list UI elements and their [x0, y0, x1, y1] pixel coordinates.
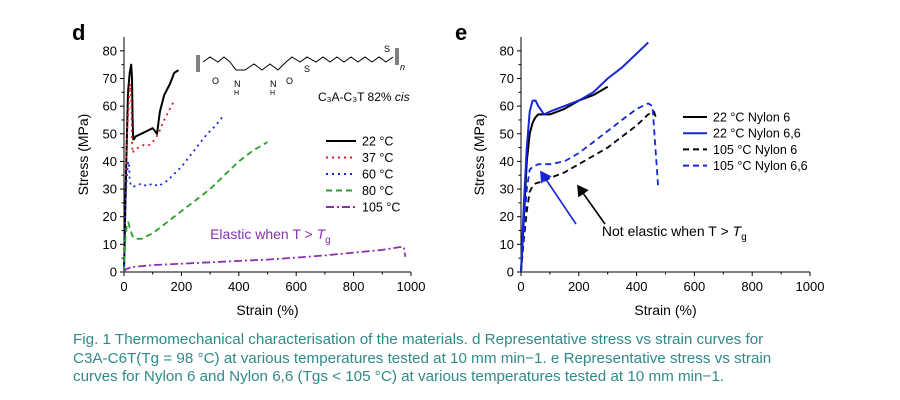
series-line-2 — [123, 83, 175, 273]
x-tick-label: 800 — [741, 279, 763, 294]
series-line-5 — [123, 246, 407, 273]
y-tick-label: 20 — [103, 209, 117, 224]
y-tick-label: 50 — [500, 126, 514, 141]
caption-line: C3A-C6T(Tg = 98 °C) at various temperatu… — [73, 349, 772, 367]
y-tick-label: 50 — [103, 126, 117, 141]
x-tick-label: 0 — [120, 279, 127, 294]
x-tick-label: 600 — [285, 279, 307, 294]
x-tick-label: 400 — [626, 279, 648, 294]
x-axis-title: Strain (%) — [634, 302, 696, 318]
black-arrow — [577, 184, 606, 225]
caption-line: Fig. 1 Thermomechanical characterisation… — [73, 331, 764, 348]
legend: 22 °C 37 °C 60 °C 80 °C 105 °C — [326, 135, 400, 215]
x-tick-label: 200 — [568, 279, 590, 294]
legend-label: 22 °C Nylon 6,6 — [713, 127, 801, 141]
legend-label: 105 °C — [362, 201, 400, 215]
y-axis-title: Stress (MPa) — [471, 114, 487, 196]
y-tick-label: 0 — [507, 265, 514, 280]
annotation-text: Not elastic when T > Tg — [602, 223, 747, 243]
x-tick-label: 1000 — [397, 279, 426, 294]
series-line-4 — [123, 141, 268, 273]
y-tick-label: 30 — [103, 182, 117, 197]
y-tick-label: 40 — [103, 154, 117, 169]
legend-label: 105 °C Nylon 6 — [713, 143, 797, 157]
structure-bracket — [196, 55, 200, 72]
y-tick-label: 10 — [103, 237, 117, 252]
legend-label: 22 °C Nylon 6 — [713, 111, 790, 125]
series-line-3 — [123, 113, 226, 273]
y-tick-label: 60 — [500, 99, 514, 114]
structure-atom: n — [400, 62, 405, 72]
y-tick-label: 10 — [500, 237, 514, 252]
chart-panel-e: e 0 200 400 600 800 1000 0 10 20 30 40 50 60 70 80 Strai… — [455, 20, 824, 318]
x-tick-label: 800 — [343, 279, 365, 294]
panel-letter: d — [72, 20, 85, 45]
figure: d0 200 400 600 800 100001020304050607080Strai… — [72, 20, 824, 318]
y-tick-label: 70 — [500, 71, 514, 86]
structure-atom: H — [234, 90, 239, 97]
y-tick-label: 0 — [110, 265, 117, 280]
x-tick-label: 200 — [171, 279, 193, 294]
annotation-text: Elastic when T > Tg — [210, 226, 331, 246]
series-line-3 — [520, 110, 658, 273]
structure-chain — [202, 56, 394, 71]
x-axis-title: Strain (%) — [236, 302, 298, 318]
structure-atom: H — [270, 90, 275, 97]
structure-atom: N — [270, 79, 277, 89]
chart-panel-d: d 0 200 400 600 800 1000 0 10 20 30 40 50 60 70 80 Strai… — [72, 20, 425, 318]
y-tick-label: 80 — [500, 43, 514, 58]
y-tick-label: 60 — [103, 99, 117, 114]
legend-label: 80 °C — [362, 184, 393, 198]
y-tick-label: 80 — [103, 43, 117, 58]
structure-atom: N — [234, 79, 241, 89]
legend-label: 37 °C — [362, 151, 393, 165]
legend-label: 105 °C Nylon 6,6 — [713, 159, 808, 173]
chemical-structure — [196, 48, 399, 72]
series-line-1 — [123, 63, 180, 273]
x-tick-label: 600 — [684, 279, 706, 294]
y-tick-label: 70 — [103, 71, 117, 86]
legend-label: 22 °C — [362, 135, 393, 149]
y-tick-label: 30 — [500, 182, 514, 197]
structure-atom: O — [212, 76, 219, 86]
blue-arrow — [540, 170, 577, 225]
structure-label: C₃A-C₃T 82% cis — [318, 90, 410, 104]
x-tick-label: 400 — [228, 279, 250, 294]
x-tick-label: 1000 — [796, 279, 825, 294]
y-tick-label: 40 — [500, 154, 514, 169]
structure-bracket — [395, 48, 399, 65]
x-tick-label: 0 — [517, 279, 524, 294]
structure-atom: S — [384, 44, 390, 54]
y-axis-title: Stress (MPa) — [75, 114, 91, 196]
figure-caption: Fig. 1 Thermomechanical characterisation… — [73, 331, 863, 387]
caption-line: curves for Nylon 6 and Nylon 6,6 (Tgs < … — [73, 368, 724, 386]
legend-label: 60 °C — [362, 168, 393, 182]
panel-letter: e — [455, 20, 467, 45]
series-line-2 — [520, 41, 649, 273]
y-tick-label: 20 — [500, 209, 514, 224]
series-line-4 — [520, 102, 660, 273]
legend: 22 °C Nylon 6 22 °C Nylon 6,6 105 °C Nylon… — [683, 111, 808, 173]
structure-atom: O — [286, 76, 293, 86]
structure-atom: S — [304, 64, 310, 74]
series-line-1 — [520, 85, 609, 273]
